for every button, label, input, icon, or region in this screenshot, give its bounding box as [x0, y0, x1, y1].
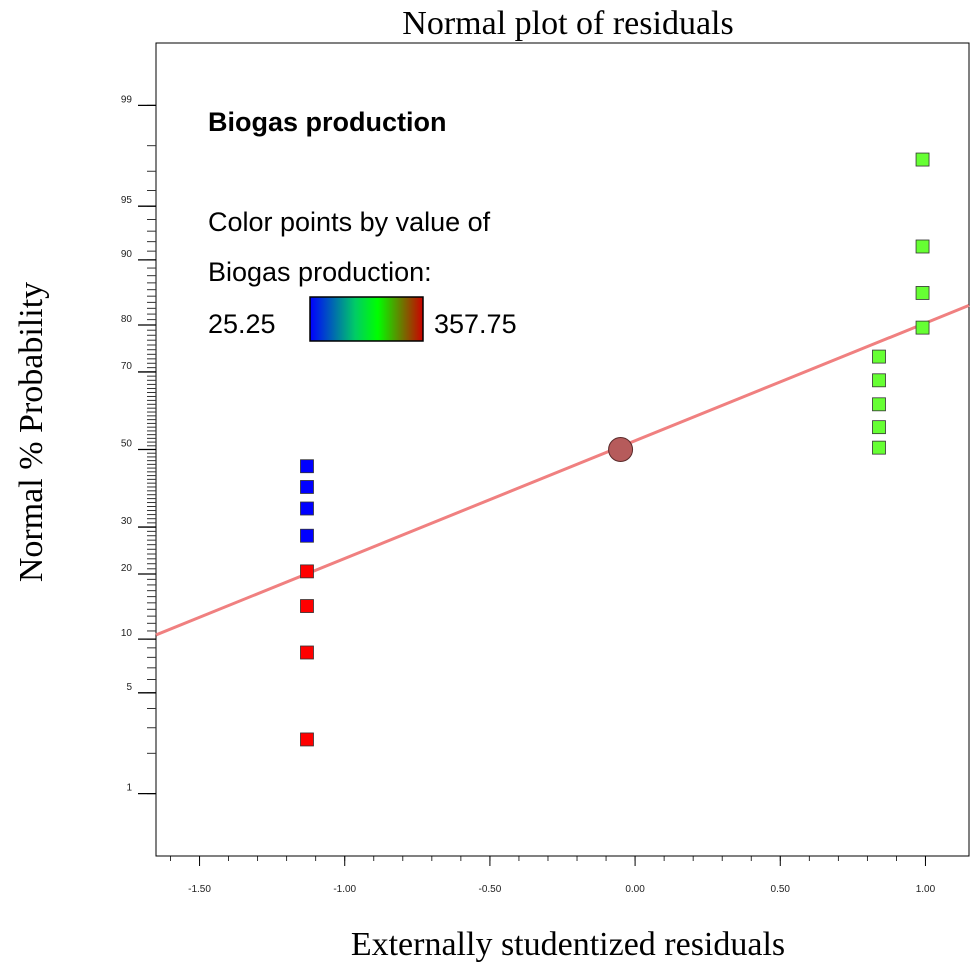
x-tick-label: -1.50 — [188, 884, 211, 895]
data-point — [300, 501, 314, 516]
data-point — [915, 286, 930, 300]
x-tick-label: 0.50 — [771, 884, 791, 895]
chart-title: Normal plot of residuals — [402, 5, 733, 42]
y-tick-label: 1 — [126, 783, 132, 794]
y-tick-label: 50 — [121, 439, 133, 450]
x-axis-ticks: -1.50 -1.00 -0.50 0.00 0.50 1.00 — [170, 856, 936, 895]
data-point — [300, 599, 314, 613]
legend-line2: Biogas production: — [208, 257, 432, 287]
y-tick-label: 70 — [121, 361, 133, 372]
legend-min-label: 25.25 — [208, 309, 276, 339]
y-axis-ticks: 1 5 10 20 30 50 70 80 90 95 99 — [121, 94, 156, 795]
x-axis-label: Externally studentized residuals — [351, 926, 785, 963]
legend-max-label: 357.75 — [434, 309, 517, 339]
center-point — [608, 437, 634, 462]
data-point — [300, 459, 314, 474]
data-point — [300, 564, 314, 579]
data-point — [872, 373, 886, 388]
y-tick-label: 95 — [121, 195, 133, 206]
data-point — [872, 420, 886, 435]
x-tick-label: 1.00 — [916, 884, 936, 895]
data-point — [915, 239, 930, 254]
y-tick-label: 30 — [121, 516, 133, 527]
x-tick-label: -1.00 — [333, 884, 356, 895]
data-point — [872, 440, 886, 455]
x-tick-label: 0.00 — [625, 884, 645, 895]
x-tick-label: -0.50 — [479, 884, 502, 895]
legend: Biogas production Color points by value … — [208, 107, 517, 342]
data-point — [300, 528, 314, 543]
legend-heading: Biogas production — [208, 107, 447, 137]
data-point — [300, 645, 314, 660]
legend-line1: Color points by value of — [208, 207, 491, 237]
y-tick-label: 90 — [121, 249, 133, 260]
y-axis-minor-ticks — [147, 104, 156, 795]
y-tick-label: 10 — [121, 628, 133, 639]
y-tick-label: 99 — [121, 94, 133, 105]
data-point — [300, 732, 314, 747]
data-point — [872, 397, 886, 412]
plot-frame — [155, 42, 970, 857]
legend-color-bar — [309, 296, 424, 342]
data-point — [300, 480, 314, 494]
y-tick-label: 20 — [121, 563, 133, 574]
y-tick-label: 5 — [126, 682, 132, 693]
y-axis-label: Normal % Probability — [13, 282, 50, 582]
data-points — [300, 152, 930, 747]
data-point — [915, 152, 930, 167]
data-point — [915, 320, 930, 335]
data-point — [872, 349, 886, 364]
reference-line — [155, 304, 970, 637]
y-tick-label: 80 — [121, 314, 133, 325]
